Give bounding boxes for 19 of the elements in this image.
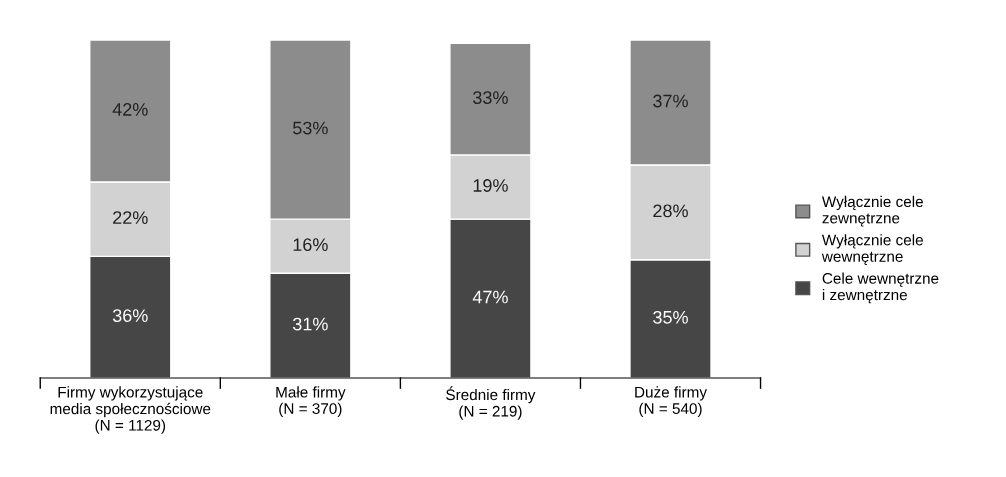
x-tick-label: Duże firmy (N = 540) — [635, 386, 707, 418]
data-label: 22% — [113, 211, 148, 224]
data-label: 36% — [112, 309, 148, 323]
x-tick-label: Małe firmy (N = 370) — [276, 386, 346, 418]
data-label: 33% — [473, 91, 508, 104]
data-label: 47% — [472, 290, 508, 304]
data-label: 28% — [653, 204, 688, 218]
data-label: 31% — [292, 317, 328, 331]
data-label: 19% — [473, 179, 508, 192]
data-label: 42% — [112, 103, 148, 116]
legend-label: Wyłącznie cele zewnętrzne — [821, 195, 923, 227]
data-label: 37% — [653, 94, 688, 108]
data-label: 53% — [293, 121, 328, 135]
data-label: 16% — [293, 238, 328, 252]
legend-label: Cele wewnętrzne i zewnętrzne — [822, 272, 939, 304]
x-tick-label: Firmy wykorzystujące media społecznościowe (N = 1129) — [50, 386, 211, 434]
data-label: 35% — [653, 310, 688, 324]
x-tick-label: Średnie firmy (N = 219) — [446, 386, 536, 420]
legend-label: Wyłącznie cele wewnętrzne — [821, 234, 923, 265]
